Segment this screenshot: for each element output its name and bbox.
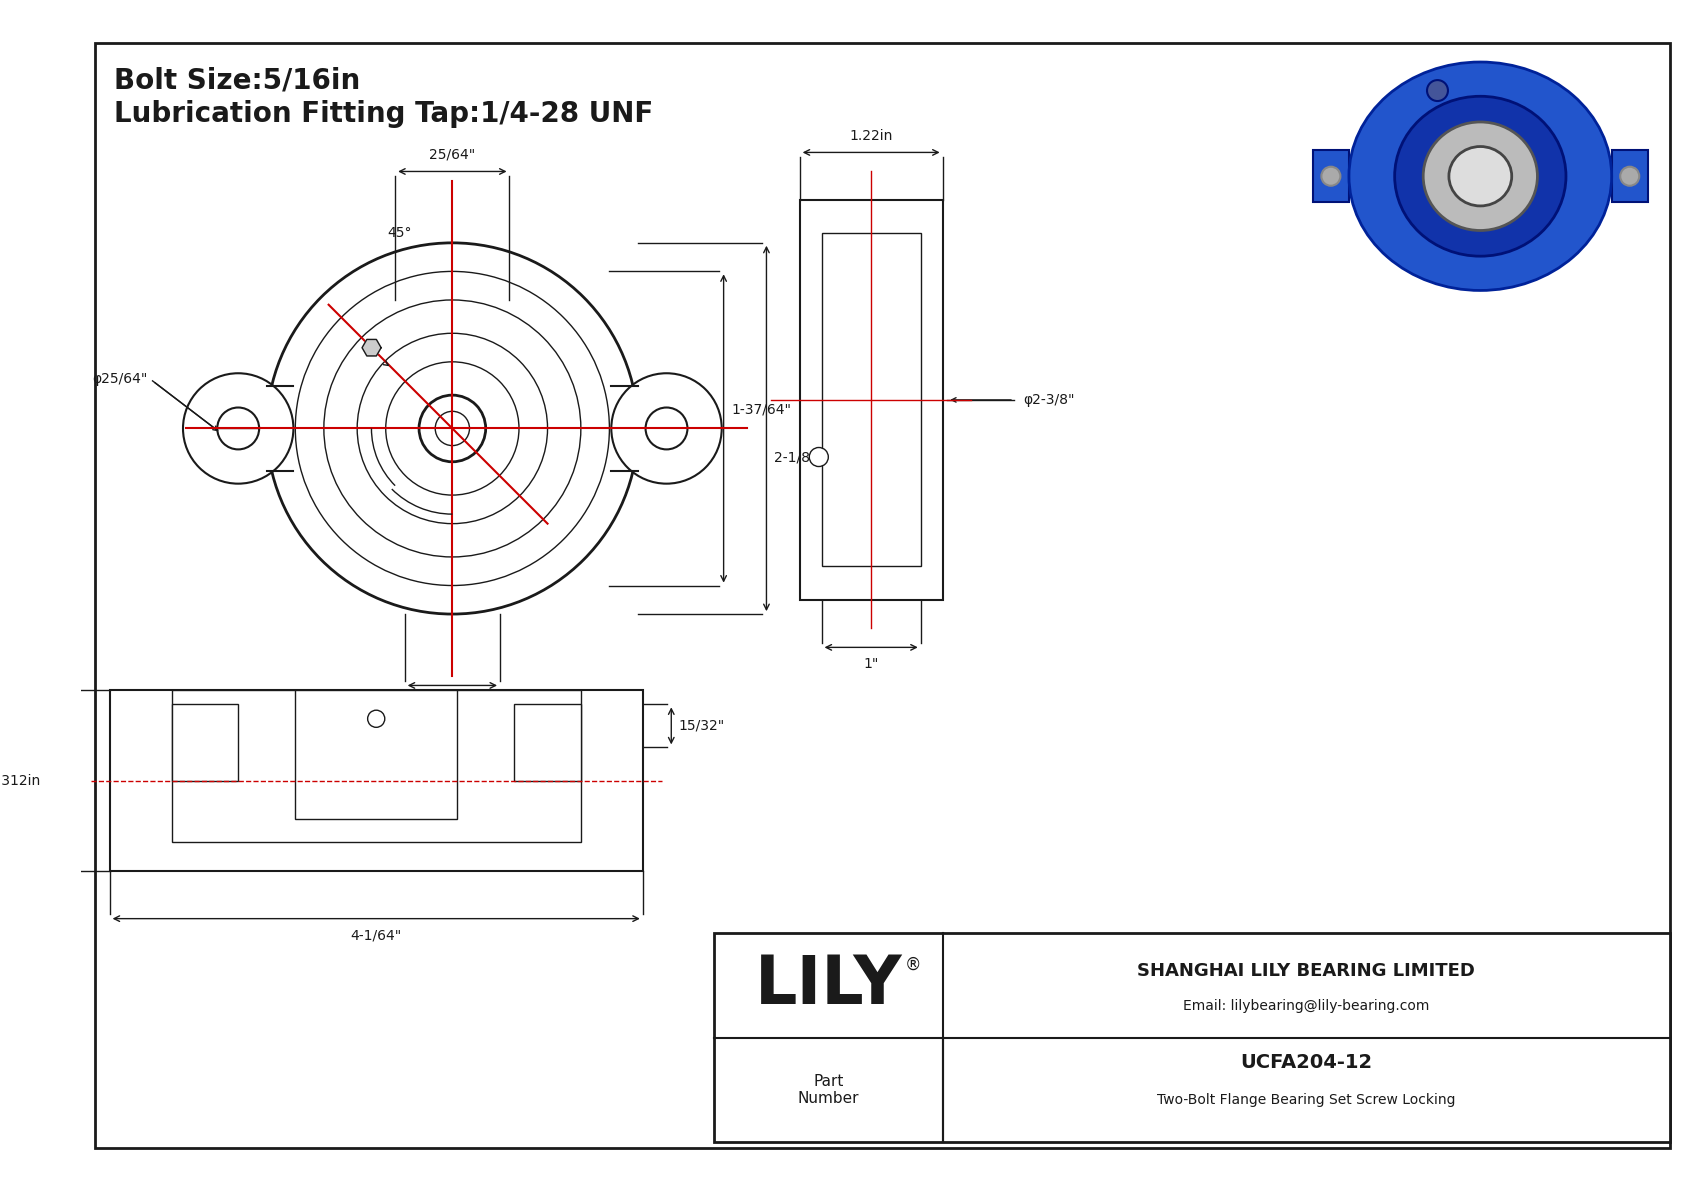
Circle shape <box>1426 80 1448 101</box>
Ellipse shape <box>1394 96 1566 256</box>
Text: 45°: 45° <box>387 226 413 241</box>
Text: 2-1/8": 2-1/8" <box>775 450 817 464</box>
Text: Part
Number: Part Number <box>798 1074 859 1106</box>
Ellipse shape <box>1448 146 1512 206</box>
Text: Two-Bolt Flange Bearing Set Screw Locking: Two-Bolt Flange Bearing Set Screw Lockin… <box>1157 1093 1455 1108</box>
Circle shape <box>184 373 293 484</box>
Text: 3/4": 3/4" <box>438 696 466 709</box>
Text: 1.312in: 1.312in <box>0 774 40 787</box>
Bar <box>109 691 643 871</box>
Circle shape <box>1322 167 1340 186</box>
Text: Lubrication Fitting Tap:1/4-28 UNF: Lubrication Fitting Tap:1/4-28 UNF <box>115 100 653 129</box>
Circle shape <box>1620 167 1639 186</box>
Text: 1-37/64": 1-37/64" <box>731 403 791 417</box>
Bar <box>714 933 1671 1142</box>
Bar <box>800 200 943 600</box>
Polygon shape <box>362 339 381 356</box>
Circle shape <box>367 710 384 728</box>
Bar <box>172 705 237 780</box>
Text: 1.22in: 1.22in <box>849 129 893 143</box>
Bar <box>1314 150 1349 202</box>
Text: 1": 1" <box>864 657 879 671</box>
Circle shape <box>611 373 722 484</box>
Text: LILY: LILY <box>754 953 903 1018</box>
Bar <box>172 691 581 842</box>
Bar <box>514 705 581 780</box>
Bar <box>295 691 456 818</box>
Bar <box>822 233 921 567</box>
Circle shape <box>217 407 259 449</box>
Text: UCFA204-12: UCFA204-12 <box>1239 1053 1372 1072</box>
Ellipse shape <box>1349 62 1612 291</box>
Text: SHANGHAI LILY BEARING LIMITED: SHANGHAI LILY BEARING LIMITED <box>1137 961 1475 980</box>
Text: ®: ® <box>904 955 921 973</box>
Circle shape <box>419 395 485 462</box>
Text: 25/64": 25/64" <box>429 148 475 162</box>
Circle shape <box>266 243 638 615</box>
Circle shape <box>645 407 687 449</box>
Text: Email: lilybearing@lily-bearing.com: Email: lilybearing@lily-bearing.com <box>1182 999 1430 1014</box>
Text: φ25/64": φ25/64" <box>93 372 148 386</box>
Bar <box>1612 150 1649 202</box>
Text: 15/32": 15/32" <box>679 719 726 732</box>
Text: Bolt Size:5/16in: Bolt Size:5/16in <box>115 67 360 95</box>
Circle shape <box>810 448 829 467</box>
Circle shape <box>434 411 470 445</box>
Ellipse shape <box>1423 121 1537 231</box>
Text: 4-1/64": 4-1/64" <box>350 928 402 942</box>
Text: φ2-3/8": φ2-3/8" <box>1024 393 1074 407</box>
